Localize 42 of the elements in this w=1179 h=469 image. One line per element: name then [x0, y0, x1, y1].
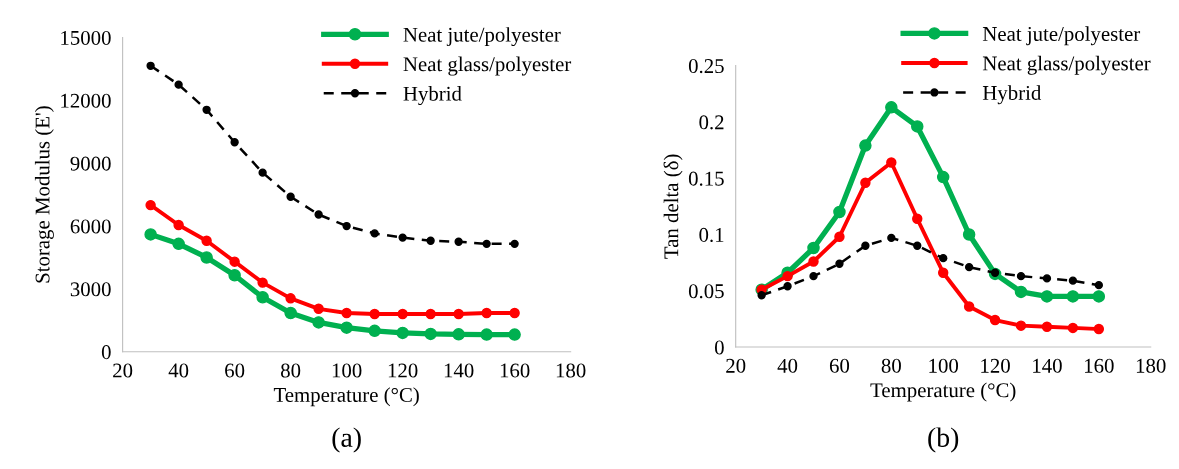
y-tick-label: 0.1 [699, 227, 724, 243]
y-tick-label: 12000 [61, 93, 111, 108]
legend-label: Hybrid [403, 86, 462, 106]
x-axis-title: Temperature (°C) [273, 387, 419, 407]
x-tick-label: 180 [1136, 358, 1166, 373]
y-tick-label: 0.15 [688, 171, 724, 186]
x-tick-label: 40 [777, 358, 798, 373]
x-tick-label: 100 [929, 358, 959, 373]
x-tick-label: 160 [500, 363, 530, 378]
x-tick-label: 80 [281, 363, 301, 378]
x-tick-label: 180 [556, 363, 586, 378]
legend-label: Neat glass/polyester [403, 56, 572, 76]
y-tick-label: 0.2 [699, 115, 724, 130]
y-tick-label: 3000 [70, 282, 111, 297]
x-tick-label: 40 [168, 363, 189, 378]
x-tick-label: 120 [388, 363, 418, 378]
y-tick-label: 9000 [70, 156, 111, 171]
x-tick-label: 160 [1085, 358, 1114, 373]
x-tick-label: 120 [981, 358, 1010, 373]
y-tick-label: 0.05 [688, 284, 724, 299]
y-tick-label: 6000 [70, 219, 111, 234]
legend-label: Neat jute/polyester [403, 27, 561, 47]
x-tick-label: 100 [332, 363, 362, 378]
x-axis-title: Temperature (°C) [870, 382, 1016, 402]
text: (b) [928, 427, 959, 453]
x-tick-label: 140 [1033, 358, 1062, 373]
x-tick-label: 20 [113, 363, 133, 378]
y-tick-label: 0 [101, 345, 111, 360]
x-tick-label: 80 [881, 358, 901, 373]
y-axis-title: Storage Modulus (E') [34, 106, 54, 283]
legend-label: Neat glass/polyester [982, 55, 1151, 75]
y-tick-label: 15000 [61, 30, 111, 45]
y-axis-title: Tan delta (δ) [663, 154, 683, 259]
x-tick-label: 20 [726, 358, 746, 373]
legend-label: Hybrid [982, 85, 1042, 105]
y-tick-label: 0 [714, 340, 724, 355]
x-tick-label: 140 [444, 363, 474, 378]
x-tick-label: 60 [829, 358, 850, 373]
y-tick-label: 0.25 [688, 59, 724, 74]
legend-label: Neat jute/polyester [982, 26, 1141, 46]
x-tick-label: 60 [225, 363, 245, 378]
text: (a) [332, 427, 361, 453]
